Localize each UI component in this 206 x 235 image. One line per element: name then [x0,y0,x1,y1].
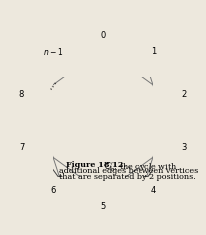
Circle shape [100,190,106,197]
Circle shape [169,95,175,102]
Text: $n-1$: $n-1$ [42,46,63,57]
Circle shape [142,176,149,183]
Text: $\vdots$: $\vdots$ [48,79,62,94]
Text: $C_n'$, the cycle with: $C_n'$, the cycle with [103,161,178,174]
Text: 2: 2 [182,90,187,99]
Text: 3: 3 [182,143,187,152]
Text: 5: 5 [100,202,106,211]
Circle shape [100,45,106,52]
Text: 0: 0 [100,31,106,40]
Text: Figure 18.12.: Figure 18.12. [66,161,126,169]
Text: 1: 1 [151,47,156,56]
Text: additional edges between vertices: additional edges between vertices [59,167,198,175]
Text: 7: 7 [19,143,24,152]
Text: that are separated by 2 positions.: that are separated by 2 positions. [59,173,195,181]
Text: 8: 8 [19,90,24,99]
Circle shape [57,59,64,66]
Circle shape [169,140,175,147]
Circle shape [57,176,64,183]
Circle shape [31,95,37,102]
Text: 4: 4 [151,186,156,195]
Circle shape [142,59,149,66]
Text: 6: 6 [50,186,55,195]
Circle shape [31,140,37,147]
